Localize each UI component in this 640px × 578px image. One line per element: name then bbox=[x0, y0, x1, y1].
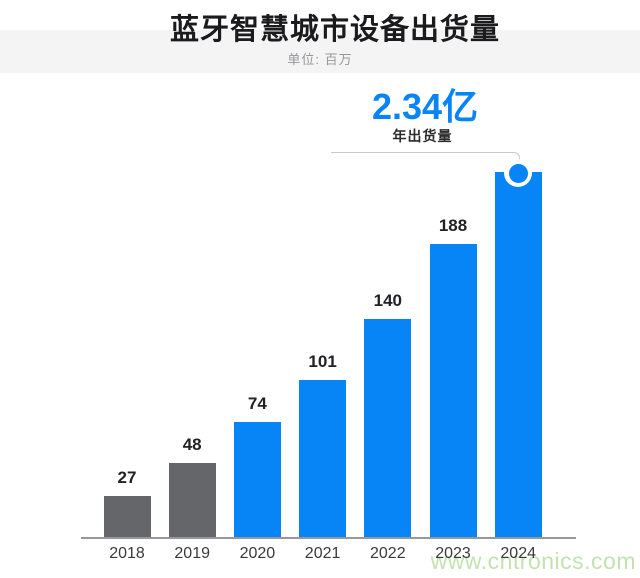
bar-2019 bbox=[168, 463, 216, 538]
x-tick-label: 2019 bbox=[174, 545, 210, 562]
bar-2020 bbox=[233, 422, 281, 538]
x-tick-label: 2023 bbox=[435, 545, 471, 562]
x-tick-label: 2018 bbox=[109, 545, 145, 562]
highlight-value: 2.34亿 bbox=[371, 86, 479, 127]
x-tick-label: 2024 bbox=[500, 545, 536, 562]
bar-value-label: 48 bbox=[182, 435, 202, 454]
bar-2023 bbox=[429, 244, 477, 538]
bar-value-label: 27 bbox=[117, 468, 137, 487]
x-axis-line bbox=[81, 537, 576, 539]
highlight-label: 年出货量 bbox=[392, 128, 453, 144]
bar-value-label: 101 bbox=[308, 352, 337, 371]
bar-value-label: 140 bbox=[373, 291, 402, 310]
chart-title: 蓝牙智慧城市设备出货量 bbox=[169, 14, 500, 46]
highlight-marker bbox=[504, 159, 532, 187]
x-tick-label: 2020 bbox=[239, 545, 276, 562]
annotation-connector-line bbox=[331, 152, 520, 166]
bar-value-label: 74 bbox=[247, 394, 267, 413]
bar-2018 bbox=[103, 496, 151, 538]
bar-2021 bbox=[299, 380, 347, 538]
header-band bbox=[0, 30, 640, 73]
chart-subtitle: 单位: 百万 bbox=[287, 52, 353, 67]
x-tick-label: 2022 bbox=[370, 545, 406, 562]
marker-dot-icon bbox=[508, 163, 528, 183]
watermark: www.cntronics.com bbox=[430, 548, 636, 574]
x-tick-label: 2021 bbox=[304, 545, 341, 562]
bar-value-label: 188 bbox=[438, 216, 468, 235]
bar-2022 bbox=[364, 319, 412, 538]
bar-2024 bbox=[494, 172, 542, 538]
